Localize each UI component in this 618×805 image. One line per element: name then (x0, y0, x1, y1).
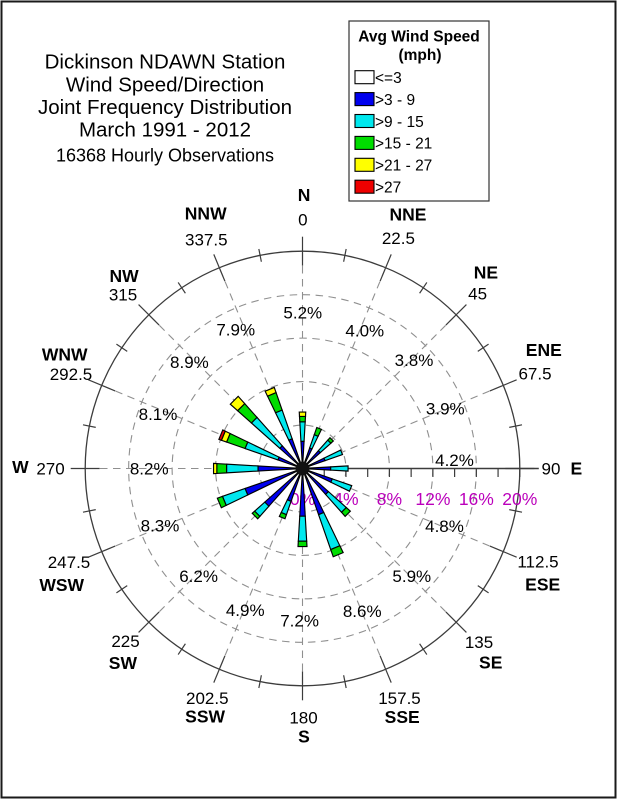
svg-text:>3 - 9: >3 - 9 (375, 92, 415, 109)
svg-text:3.8%: 3.8% (395, 351, 434, 370)
svg-text:W: W (12, 457, 29, 477)
svg-text:N: N (298, 185, 311, 205)
svg-text:4.2%: 4.2% (435, 451, 474, 470)
svg-text:90: 90 (542, 460, 561, 479)
svg-text:7.9%: 7.9% (216, 320, 255, 339)
svg-text:5.2%: 5.2% (283, 304, 322, 323)
svg-text:Wind Speed/Direction: Wind Speed/Direction (66, 73, 264, 96)
svg-text:8.9%: 8.9% (170, 353, 209, 372)
svg-text:45: 45 (468, 285, 487, 304)
svg-text:NNE: NNE (390, 205, 427, 225)
svg-text:8.2%: 8.2% (130, 460, 169, 479)
svg-text:NNW: NNW (185, 204, 227, 224)
svg-text:ESE: ESE (525, 575, 560, 595)
svg-text:SW: SW (109, 653, 138, 673)
svg-text:Avg Wind Speed: Avg Wind Speed (358, 29, 480, 46)
svg-text:E: E (571, 459, 583, 479)
svg-text:135: 135 (465, 633, 493, 652)
svg-text:March 1991 - 2012: March 1991 - 2012 (79, 119, 251, 142)
svg-text:270: 270 (36, 460, 64, 479)
svg-text:315: 315 (109, 286, 137, 305)
svg-text:SSW: SSW (185, 706, 225, 726)
svg-text:NE: NE (474, 263, 498, 283)
svg-text:>9 - 15: >9 - 15 (375, 114, 424, 131)
svg-text:112.5: 112.5 (517, 553, 558, 572)
svg-text:202.5: 202.5 (186, 689, 229, 708)
svg-text:>21 - 27: >21 - 27 (375, 158, 432, 175)
svg-text:5.9%: 5.9% (392, 567, 431, 586)
svg-text:4.8%: 4.8% (425, 517, 464, 536)
svg-text:20%: 20% (502, 489, 537, 509)
svg-text:WNW: WNW (42, 344, 88, 364)
svg-text:NW: NW (110, 266, 140, 286)
svg-text:7.2%: 7.2% (280, 612, 319, 631)
svg-text:Dickinson NDAWN Station: Dickinson NDAWN Station (45, 51, 286, 74)
svg-text:>15 - 21: >15 - 21 (375, 136, 432, 153)
svg-text:WSW: WSW (39, 575, 84, 595)
svg-text:16368 Hourly Observations: 16368 Hourly Observations (56, 146, 274, 166)
svg-text:<=3: <=3 (375, 70, 402, 87)
svg-text:S: S (298, 727, 310, 747)
svg-text:22.5: 22.5 (382, 229, 415, 248)
svg-text:SE: SE (479, 653, 502, 673)
svg-text:(mph): (mph) (398, 47, 441, 64)
svg-text:157.5: 157.5 (378, 689, 421, 708)
svg-text:247.5: 247.5 (48, 553, 91, 572)
svg-text:>27: >27 (375, 180, 401, 197)
svg-text:12%: 12% (415, 489, 450, 509)
svg-text:225: 225 (111, 632, 139, 651)
svg-text:8.1%: 8.1% (139, 405, 178, 424)
svg-text:180: 180 (289, 709, 317, 728)
svg-text:8.3%: 8.3% (141, 516, 180, 535)
svg-text:3.9%: 3.9% (426, 400, 465, 419)
svg-text:ENE: ENE (526, 340, 562, 360)
svg-text:Joint Frequency Distribution: Joint Frequency Distribution (38, 96, 292, 119)
svg-text:16%: 16% (459, 489, 494, 509)
svg-text:4.9%: 4.9% (226, 601, 265, 620)
svg-text:0: 0 (298, 211, 307, 230)
svg-text:292.5: 292.5 (50, 365, 93, 384)
svg-text:6.2%: 6.2% (179, 567, 218, 586)
svg-text:8.6%: 8.6% (343, 602, 382, 621)
svg-text:8%: 8% (377, 489, 402, 509)
svg-text:4.0%: 4.0% (345, 321, 384, 340)
svg-text:67.5: 67.5 (518, 365, 551, 384)
svg-text:SSE: SSE (385, 707, 420, 727)
svg-text:337.5: 337.5 (185, 231, 228, 250)
